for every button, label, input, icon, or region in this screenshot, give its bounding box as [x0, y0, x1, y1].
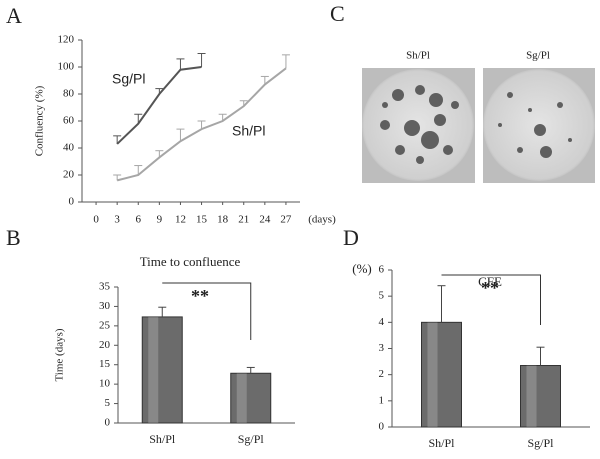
dish-image — [362, 68, 475, 183]
x-axis-label: (days) — [308, 214, 336, 226]
y-tick-label: 3 — [379, 342, 385, 354]
panel-label: B — [6, 225, 21, 250]
bar-shine — [526, 365, 537, 427]
y-tick-label: 40 — [63, 142, 75, 154]
bar — [141, 316, 183, 424]
bar-shine — [236, 373, 247, 423]
x-tick-label: 6 — [136, 214, 142, 226]
x-tick-label: Sg/Pl — [238, 432, 265, 446]
x-tick-label: Sh/Pl — [149, 432, 176, 446]
panel-label: D — [343, 225, 359, 250]
dish-image — [483, 68, 595, 183]
chart-title: CFE — [478, 274, 502, 289]
y-tick-label: 6 — [379, 264, 385, 276]
significance-label: ** — [191, 286, 209, 306]
y-tick-label: 100 — [58, 61, 75, 73]
significance-label: ** — [481, 278, 499, 298]
x-tick-label: Sh/Pl — [428, 436, 455, 450]
image-label: Sh/Pl — [406, 50, 430, 62]
chart-title: Time to confluence — [140, 254, 241, 269]
y-tick-label: 120 — [58, 34, 75, 46]
x-tick-label: 18 — [217, 214, 229, 226]
y-tick-label: 0 — [379, 421, 385, 433]
x-tick-label: 9 — [157, 214, 163, 226]
y-tick-label: 5 — [105, 397, 111, 409]
y-tick-label: 35 — [99, 281, 111, 293]
y-axis-label: (%) — [352, 261, 372, 276]
panel-label: C — [330, 1, 345, 26]
x-tick-label: 15 — [196, 214, 208, 226]
x-tick-label: 21 — [238, 214, 249, 226]
x-tick-label: 0 — [93, 214, 99, 226]
x-tick-label: Sg/Pl — [527, 436, 554, 450]
bar — [421, 321, 462, 428]
y-tick-label: 10 — [99, 378, 111, 390]
x-tick-label: 12 — [175, 214, 186, 226]
y-tick-label: 5 — [379, 290, 385, 302]
bar-shine — [148, 316, 159, 423]
y-tick-label: 4 — [379, 316, 385, 328]
y-tick-label: 0 — [69, 196, 75, 208]
y-tick-label: 0 — [105, 417, 111, 429]
y-tick-label: 25 — [99, 319, 111, 331]
y-tick-label: 1 — [379, 394, 385, 406]
y-tick-label: 2 — [379, 368, 385, 380]
y-tick-label: 30 — [99, 300, 111, 312]
series-label: Sg/Pl — [112, 71, 145, 87]
y-tick-label: 60 — [63, 115, 75, 127]
y-axis-label: Confluency (%) — [34, 85, 46, 156]
panel-label: A — [6, 3, 22, 28]
x-tick-label: 24 — [259, 214, 271, 226]
image-label: Sg/Pl — [526, 50, 550, 62]
y-tick-label: 15 — [99, 358, 111, 370]
bar — [230, 372, 272, 424]
significance-bracket — [162, 282, 252, 340]
x-tick-label: 3 — [114, 214, 120, 226]
y-tick-label: 20 — [99, 339, 111, 351]
series-label: Sh/Pl — [232, 123, 265, 139]
significance-bracket — [441, 274, 541, 325]
y-tick-label: 80 — [63, 88, 75, 100]
y-axis-label: Time (days) — [54, 328, 66, 381]
y-tick-label: 20 — [63, 169, 75, 181]
bar-shine — [427, 322, 438, 427]
x-tick-label: 27 — [280, 214, 292, 226]
